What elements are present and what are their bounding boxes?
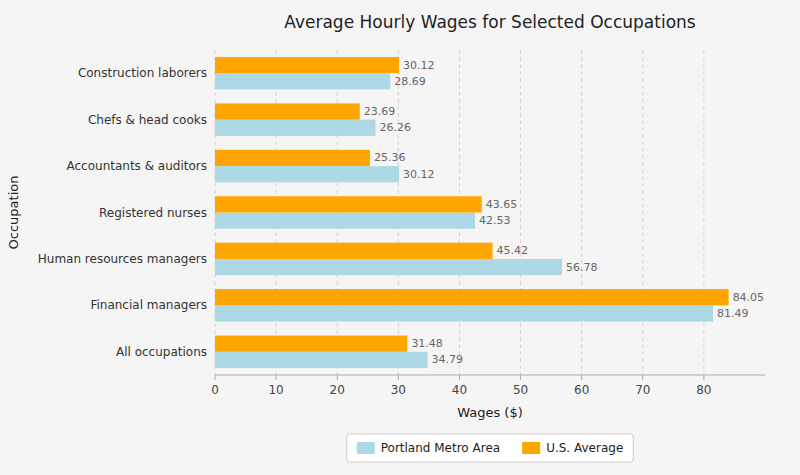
bar	[215, 196, 482, 212]
data-labels: 34.79 81.49 56.78 42.53 30.12 26.26 28.69 31.48…	[364, 59, 764, 367]
bar	[215, 73, 390, 89]
data-label: 23.69	[364, 105, 396, 118]
bar	[215, 336, 407, 352]
grid	[215, 50, 704, 375]
x-axis-label: Wages ($)	[457, 405, 523, 420]
bar	[215, 243, 493, 259]
bar	[215, 103, 360, 119]
x-axis	[215, 375, 765, 376]
bar	[215, 213, 475, 229]
legend-label: U.S. Average	[546, 441, 623, 455]
tick-label: 10	[268, 383, 283, 397]
tick-label: 50	[513, 383, 528, 397]
legend-label: Portland Metro Area	[381, 441, 500, 455]
tick-label: 40	[452, 383, 467, 397]
grid-line	[642, 50, 643, 375]
category-label: Construction laborers	[78, 66, 207, 80]
bar	[215, 150, 370, 166]
legend: Portland Metro Area U.S. Average	[347, 434, 634, 462]
grid-line	[703, 50, 704, 375]
data-label: 42.53	[479, 214, 511, 227]
grid-line	[520, 50, 521, 375]
bar	[215, 305, 713, 321]
y-axis-label: Occupation	[6, 176, 21, 250]
tick-mark	[276, 375, 277, 380]
data-label: 45.42	[497, 244, 528, 257]
tick-label: 60	[574, 383, 589, 397]
tick-label: 80	[696, 383, 711, 397]
data-label: 26.26	[379, 121, 411, 134]
legend-swatch	[357, 442, 375, 454]
tick-mark	[398, 375, 399, 380]
data-label: 81.49	[717, 307, 749, 320]
tick-label: 20	[330, 383, 345, 397]
category-label: Financial managers	[90, 298, 207, 312]
category-label: Chefs & head cooks	[88, 113, 207, 127]
tick-label: 0	[211, 383, 219, 397]
bar	[215, 166, 399, 182]
legend-swatch	[522, 442, 540, 454]
title: Average Hourly Wages for Selected Occupa…	[284, 12, 695, 32]
data-label: 43.65	[486, 198, 518, 211]
bars	[215, 57, 729, 368]
tick-label: 70	[635, 383, 650, 397]
category-label: All occupations	[116, 345, 207, 359]
tick-label: 30	[391, 383, 406, 397]
tick-mark	[520, 375, 521, 380]
background	[0, 0, 800, 475]
bar	[215, 259, 562, 275]
data-label: 30.12	[403, 59, 435, 72]
bar	[215, 289, 729, 305]
chart: Average Hourly Wages for Selected Occupa…	[0, 0, 800, 475]
legend-frame	[347, 434, 634, 462]
data-label: 84.05	[733, 291, 765, 304]
tick-mark	[642, 375, 643, 380]
category-label: Registered nurses	[99, 206, 207, 220]
category-label: Human resources managers	[38, 252, 207, 266]
data-label: 28.69	[394, 75, 426, 88]
tick-mark	[337, 375, 338, 380]
tick-mark	[215, 375, 216, 380]
grid-line	[581, 50, 582, 375]
category-label: Accountants & auditors	[67, 159, 208, 173]
data-label: 31.48	[411, 337, 443, 350]
bar	[215, 57, 399, 73]
tick-mark	[703, 375, 704, 380]
data-label: 25.36	[374, 151, 406, 164]
data-label: 56.78	[566, 261, 598, 274]
tick-mark	[581, 375, 582, 380]
data-label: 30.12	[403, 168, 435, 181]
tick-mark	[459, 375, 460, 380]
bar	[215, 352, 428, 368]
data-label: 34.79	[432, 353, 464, 366]
bar	[215, 120, 375, 136]
